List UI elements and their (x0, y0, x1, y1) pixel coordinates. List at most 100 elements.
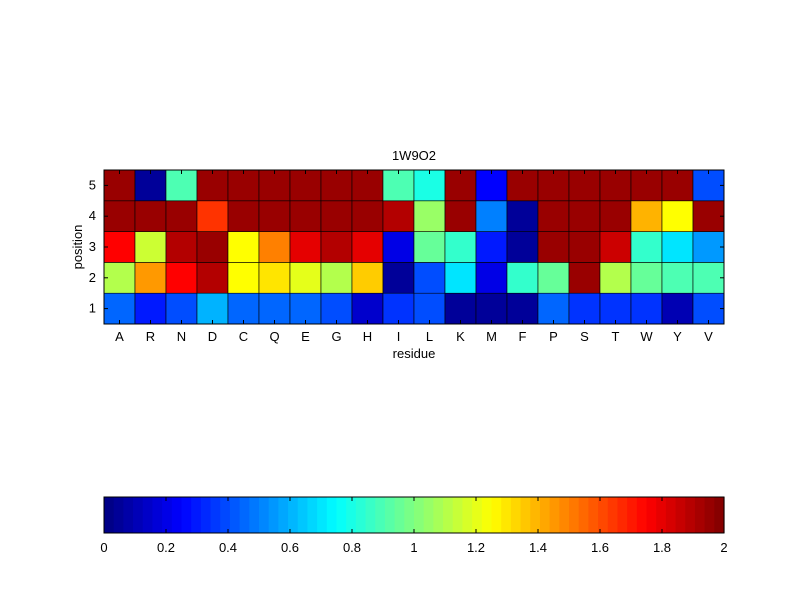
colorbar-strip (617, 497, 628, 533)
heatmap-cell-E-1 (289, 292, 322, 325)
y-tick-label-1: 1 (89, 301, 96, 316)
heatmap-cell-Y-2 (661, 262, 694, 294)
colorbar-strip (530, 497, 541, 533)
colorbar-strip (191, 497, 202, 533)
colorbar-strip (685, 497, 696, 533)
colorbar-strip (539, 497, 551, 533)
heatmap-cell-S-5 (568, 169, 601, 202)
heatmap-cell-E-4 (289, 200, 322, 232)
y-tick-label-2: 2 (89, 270, 96, 285)
y-axis-label: position (70, 225, 85, 270)
colorbar-strip (297, 497, 309, 533)
heatmap-cell-P-1 (537, 292, 570, 325)
heatmap-cell-P-3 (537, 231, 570, 263)
colorbar-strip (123, 497, 134, 533)
colorbar-strip (598, 497, 609, 533)
heatmap-cell-Y-3 (661, 231, 694, 263)
colorbar-tick-label: 0.4 (219, 540, 237, 555)
heatmap-cell-D-3 (196, 231, 229, 263)
colorbar-strip (239, 497, 250, 533)
heatmap-cell-T-4 (599, 200, 632, 232)
colorbar-strip (394, 497, 405, 533)
heatmap-cell-P-2 (537, 262, 570, 294)
colorbar-strip (220, 497, 231, 533)
colorbar-strip (491, 497, 502, 533)
heatmap-cell-Q-2 (258, 262, 291, 294)
heatmap-cell-N-4 (165, 200, 198, 232)
heatmap-cell-W-3 (630, 231, 663, 263)
colorbar-strip (714, 497, 725, 533)
heatmap-cell-I-3 (382, 231, 415, 263)
colorbar-tick-label: 0 (100, 540, 107, 555)
colorbar-strip (607, 497, 619, 533)
heatmap-cell-W-4 (630, 200, 663, 232)
colorbar-strip (559, 497, 570, 533)
colorbar-tick-label: 1.8 (653, 540, 671, 555)
colorbar-tick-labels: 0 0.2 0.4 0.6 0.8 1 1.2 1.4 1.6 1.8 2 (100, 540, 727, 555)
colorbar-tick-label: 2 (720, 540, 727, 555)
colorbar-strip (404, 497, 415, 533)
colorbar-strip (336, 497, 347, 533)
colorbar-strip (578, 497, 589, 533)
heatmap-cell-D-4 (196, 200, 229, 232)
x-tick-label-L: L (426, 329, 433, 344)
heatmap-cell-Q-5 (258, 169, 291, 202)
y-tick-label-5: 5 (89, 177, 96, 192)
colorbar-strip (133, 497, 144, 533)
y-tick-labels: 1 2 3 4 5 (89, 177, 96, 315)
colorbar-strip (317, 497, 328, 533)
colorbar-strip (210, 497, 221, 533)
x-tick-label-P: P (549, 329, 558, 344)
colorbar-strip (627, 497, 638, 533)
heatmap-cell-T-2 (599, 262, 632, 294)
colorbar-strip (520, 497, 531, 533)
colorbar-strip (259, 497, 270, 533)
heatmap-cell-T-1 (599, 292, 632, 325)
colorbar-strip (510, 497, 522, 533)
heatmap-cell-D-2 (196, 262, 229, 294)
colorbar-strip (646, 497, 657, 533)
colorbar-strip (346, 497, 357, 533)
y-tick-label-3: 3 (89, 239, 96, 254)
colorbar-strip (307, 497, 318, 533)
heatmap-ticks (104, 170, 724, 324)
heatmap-cell-S-4 (568, 200, 601, 232)
heatmap-cell-A-2 (103, 262, 136, 294)
heatmap-cell-C-5 (227, 169, 260, 202)
heatmap-cell-N-3 (165, 231, 198, 263)
x-tick-label-E: E (301, 329, 310, 344)
colorbar-strip (481, 497, 493, 533)
x-axis-label: residue (393, 346, 436, 361)
colorbar-strip (278, 497, 289, 533)
heatmap-cell-P-5 (537, 169, 570, 202)
heatmap-cell-Y-1 (661, 292, 694, 325)
colorbar-strip (288, 497, 299, 533)
heatmap-cell-K-2 (444, 262, 477, 294)
colorbar-tick-label: 0.8 (343, 540, 361, 555)
colorbar-strip (268, 497, 279, 533)
heatmap-cell-V-2 (692, 262, 725, 294)
colorbar-tick-label: 1.6 (591, 540, 609, 555)
colorbar-strips (104, 497, 725, 533)
heatmap-cell-F-3 (506, 231, 539, 263)
heatmap-cell-N-5 (165, 169, 198, 202)
chart-title: 1W9O2 (392, 148, 436, 163)
heatmap-cell-W-2 (630, 262, 663, 294)
heatmap-cell-R-3 (134, 231, 167, 263)
colorbar-strip (249, 497, 260, 533)
heatmap-cell-L-4 (413, 200, 446, 232)
heatmap-cell-I-5 (382, 169, 415, 202)
colorbar-strip (229, 497, 241, 533)
colorbar-strip (443, 497, 454, 533)
heatmap-cell-Y-5 (661, 169, 694, 202)
colorbar-strip (365, 497, 376, 533)
x-tick-label-S: S (580, 329, 589, 344)
heatmap-cell-Y-4 (661, 200, 694, 232)
colorbar-strip (452, 497, 464, 533)
colorbar-strip (636, 497, 648, 533)
heatmap-cell-H-2 (351, 262, 384, 294)
colorbar-strip (162, 497, 173, 533)
x-tick-label-A: A (115, 329, 124, 344)
heatmap-cell-H-4 (351, 200, 384, 232)
heatmap-cell-L-5 (413, 169, 446, 202)
